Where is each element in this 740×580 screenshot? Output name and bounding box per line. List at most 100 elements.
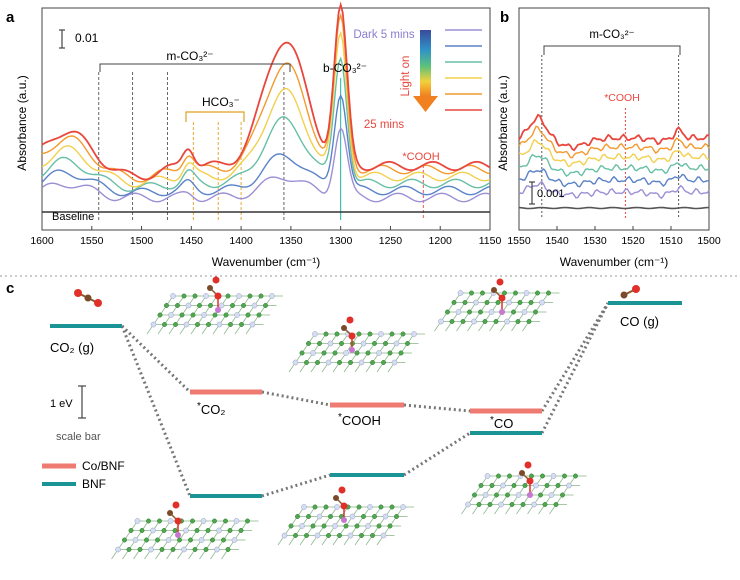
connector-co-1 bbox=[120, 324, 192, 394]
nitrogen-atom bbox=[183, 527, 189, 534]
boron-atom bbox=[192, 547, 198, 552]
panel-a-label: a bbox=[6, 9, 15, 26]
boron-atom bbox=[203, 547, 209, 552]
x-tick-label: 1540 bbox=[545, 235, 569, 247]
co-molecule bbox=[620, 285, 640, 299]
state-co-star: *CO bbox=[490, 415, 513, 431]
boron-atom bbox=[339, 341, 344, 346]
boron-atom bbox=[398, 350, 404, 356]
boron-atom bbox=[155, 537, 160, 543]
boron-atom bbox=[195, 322, 200, 327]
nitrogen-atom bbox=[550, 473, 557, 479]
boron-atom bbox=[212, 518, 217, 524]
nitrogen-atom bbox=[314, 532, 321, 539]
cooh-label-a: *COOH bbox=[402, 151, 439, 163]
nitrogen-atom bbox=[400, 504, 406, 510]
nitrogen-atom bbox=[216, 321, 223, 328]
legend-25min-label: 25 mins bbox=[364, 119, 405, 131]
boron-atom bbox=[509, 502, 515, 507]
boron-atom bbox=[542, 502, 548, 507]
boron-atom bbox=[383, 341, 388, 346]
x-tick-label: 1550 bbox=[80, 235, 104, 247]
nitrogen-atom bbox=[165, 537, 172, 543]
x-tick-label: 1150 bbox=[479, 235, 502, 247]
series-line-3 bbox=[518, 153, 710, 178]
boron-atom bbox=[487, 502, 493, 507]
nitrogen-atom bbox=[548, 492, 555, 498]
boron-atom bbox=[389, 504, 395, 510]
boron-atom bbox=[247, 293, 253, 299]
boron-atom bbox=[206, 322, 211, 327]
nitrogen-atom bbox=[214, 546, 220, 553]
cobalt-atom bbox=[341, 517, 347, 523]
baseline-label: Baseline bbox=[52, 211, 94, 223]
series-line-6 bbox=[41, 1, 491, 181]
boron-atom bbox=[356, 331, 362, 337]
panel-a-ylabel: Absorbance (a.u.) bbox=[15, 75, 29, 170]
boron-atom bbox=[520, 502, 526, 507]
nitrogen-atom bbox=[457, 290, 464, 296]
nitrogen-atom bbox=[181, 546, 187, 553]
boron-atom bbox=[365, 350, 371, 356]
nitrogen-atom bbox=[201, 312, 207, 318]
connector-co-2 bbox=[261, 390, 331, 407]
boron-atom bbox=[332, 350, 338, 356]
boron-atom bbox=[146, 518, 151, 524]
adsorbate-carbon bbox=[207, 285, 213, 291]
boron-atom bbox=[293, 533, 298, 538]
adsorbate-carbon bbox=[167, 510, 173, 516]
boron-atom bbox=[476, 502, 482, 507]
boron-atom bbox=[451, 300, 457, 305]
adsorbate-carbon bbox=[341, 325, 347, 331]
boron-atom bbox=[449, 319, 455, 324]
boron-atom bbox=[306, 514, 311, 519]
bco3-label: b-CO₃²⁻ bbox=[323, 61, 367, 75]
nitrogen-atom bbox=[358, 359, 365, 366]
boron-atom bbox=[356, 504, 362, 510]
series-line-5 bbox=[518, 125, 710, 159]
lattice-bnf-co2 bbox=[111, 501, 259, 560]
energy-scale-label: 1 eV bbox=[50, 398, 73, 410]
series-line-2 bbox=[518, 168, 709, 188]
boron-atom bbox=[179, 312, 185, 318]
boron-atom bbox=[522, 483, 528, 488]
boron-atom bbox=[299, 350, 305, 356]
nitrogen-atom bbox=[378, 331, 384, 337]
nitrogen-atom bbox=[200, 518, 207, 524]
nitrogen-atom bbox=[325, 359, 332, 366]
boron-atom bbox=[317, 341, 322, 346]
baseline-series bbox=[518, 206, 710, 210]
boron-atom bbox=[192, 293, 198, 299]
adsorption-structures bbox=[111, 276, 587, 560]
nitrogen-atom bbox=[380, 532, 387, 539]
adsorbate-oxygen bbox=[348, 332, 356, 340]
legend-dark-label: Dark 5 mins bbox=[353, 29, 415, 41]
panel-b-mco3-bracket bbox=[543, 45, 681, 55]
boron-atom bbox=[370, 360, 375, 365]
panel-b-cooh-label: *COOH bbox=[604, 92, 640, 104]
boron-atom bbox=[381, 360, 386, 365]
boron-atom bbox=[223, 312, 229, 318]
adsorbate-oxygen bbox=[496, 278, 504, 286]
boron-atom bbox=[263, 303, 268, 308]
boron-atom bbox=[328, 514, 333, 519]
x-tick-label: 1450 bbox=[180, 235, 204, 247]
nitrogen-atom bbox=[234, 312, 240, 318]
series-line-3 bbox=[41, 56, 491, 192]
connector-bnf-3 bbox=[403, 431, 471, 477]
boron-atom bbox=[170, 547, 176, 552]
boron-atom bbox=[495, 300, 501, 305]
nitrogen-atom bbox=[488, 309, 495, 315]
nitrogen-atom bbox=[504, 318, 510, 325]
legend-light-label: Light on bbox=[400, 56, 412, 97]
lattice-bnf-cooh bbox=[277, 486, 414, 546]
co-oxygen bbox=[632, 285, 640, 293]
boron-atom bbox=[321, 523, 327, 529]
adsorbate-oxygen bbox=[174, 517, 182, 525]
boron-atom bbox=[323, 331, 329, 337]
boron-atom bbox=[460, 319, 466, 324]
legend-co-label: Co/BNF bbox=[82, 459, 125, 473]
nitrogen-atom bbox=[299, 523, 305, 529]
boron-atom bbox=[230, 303, 235, 308]
nitrogen-atom bbox=[365, 523, 371, 529]
